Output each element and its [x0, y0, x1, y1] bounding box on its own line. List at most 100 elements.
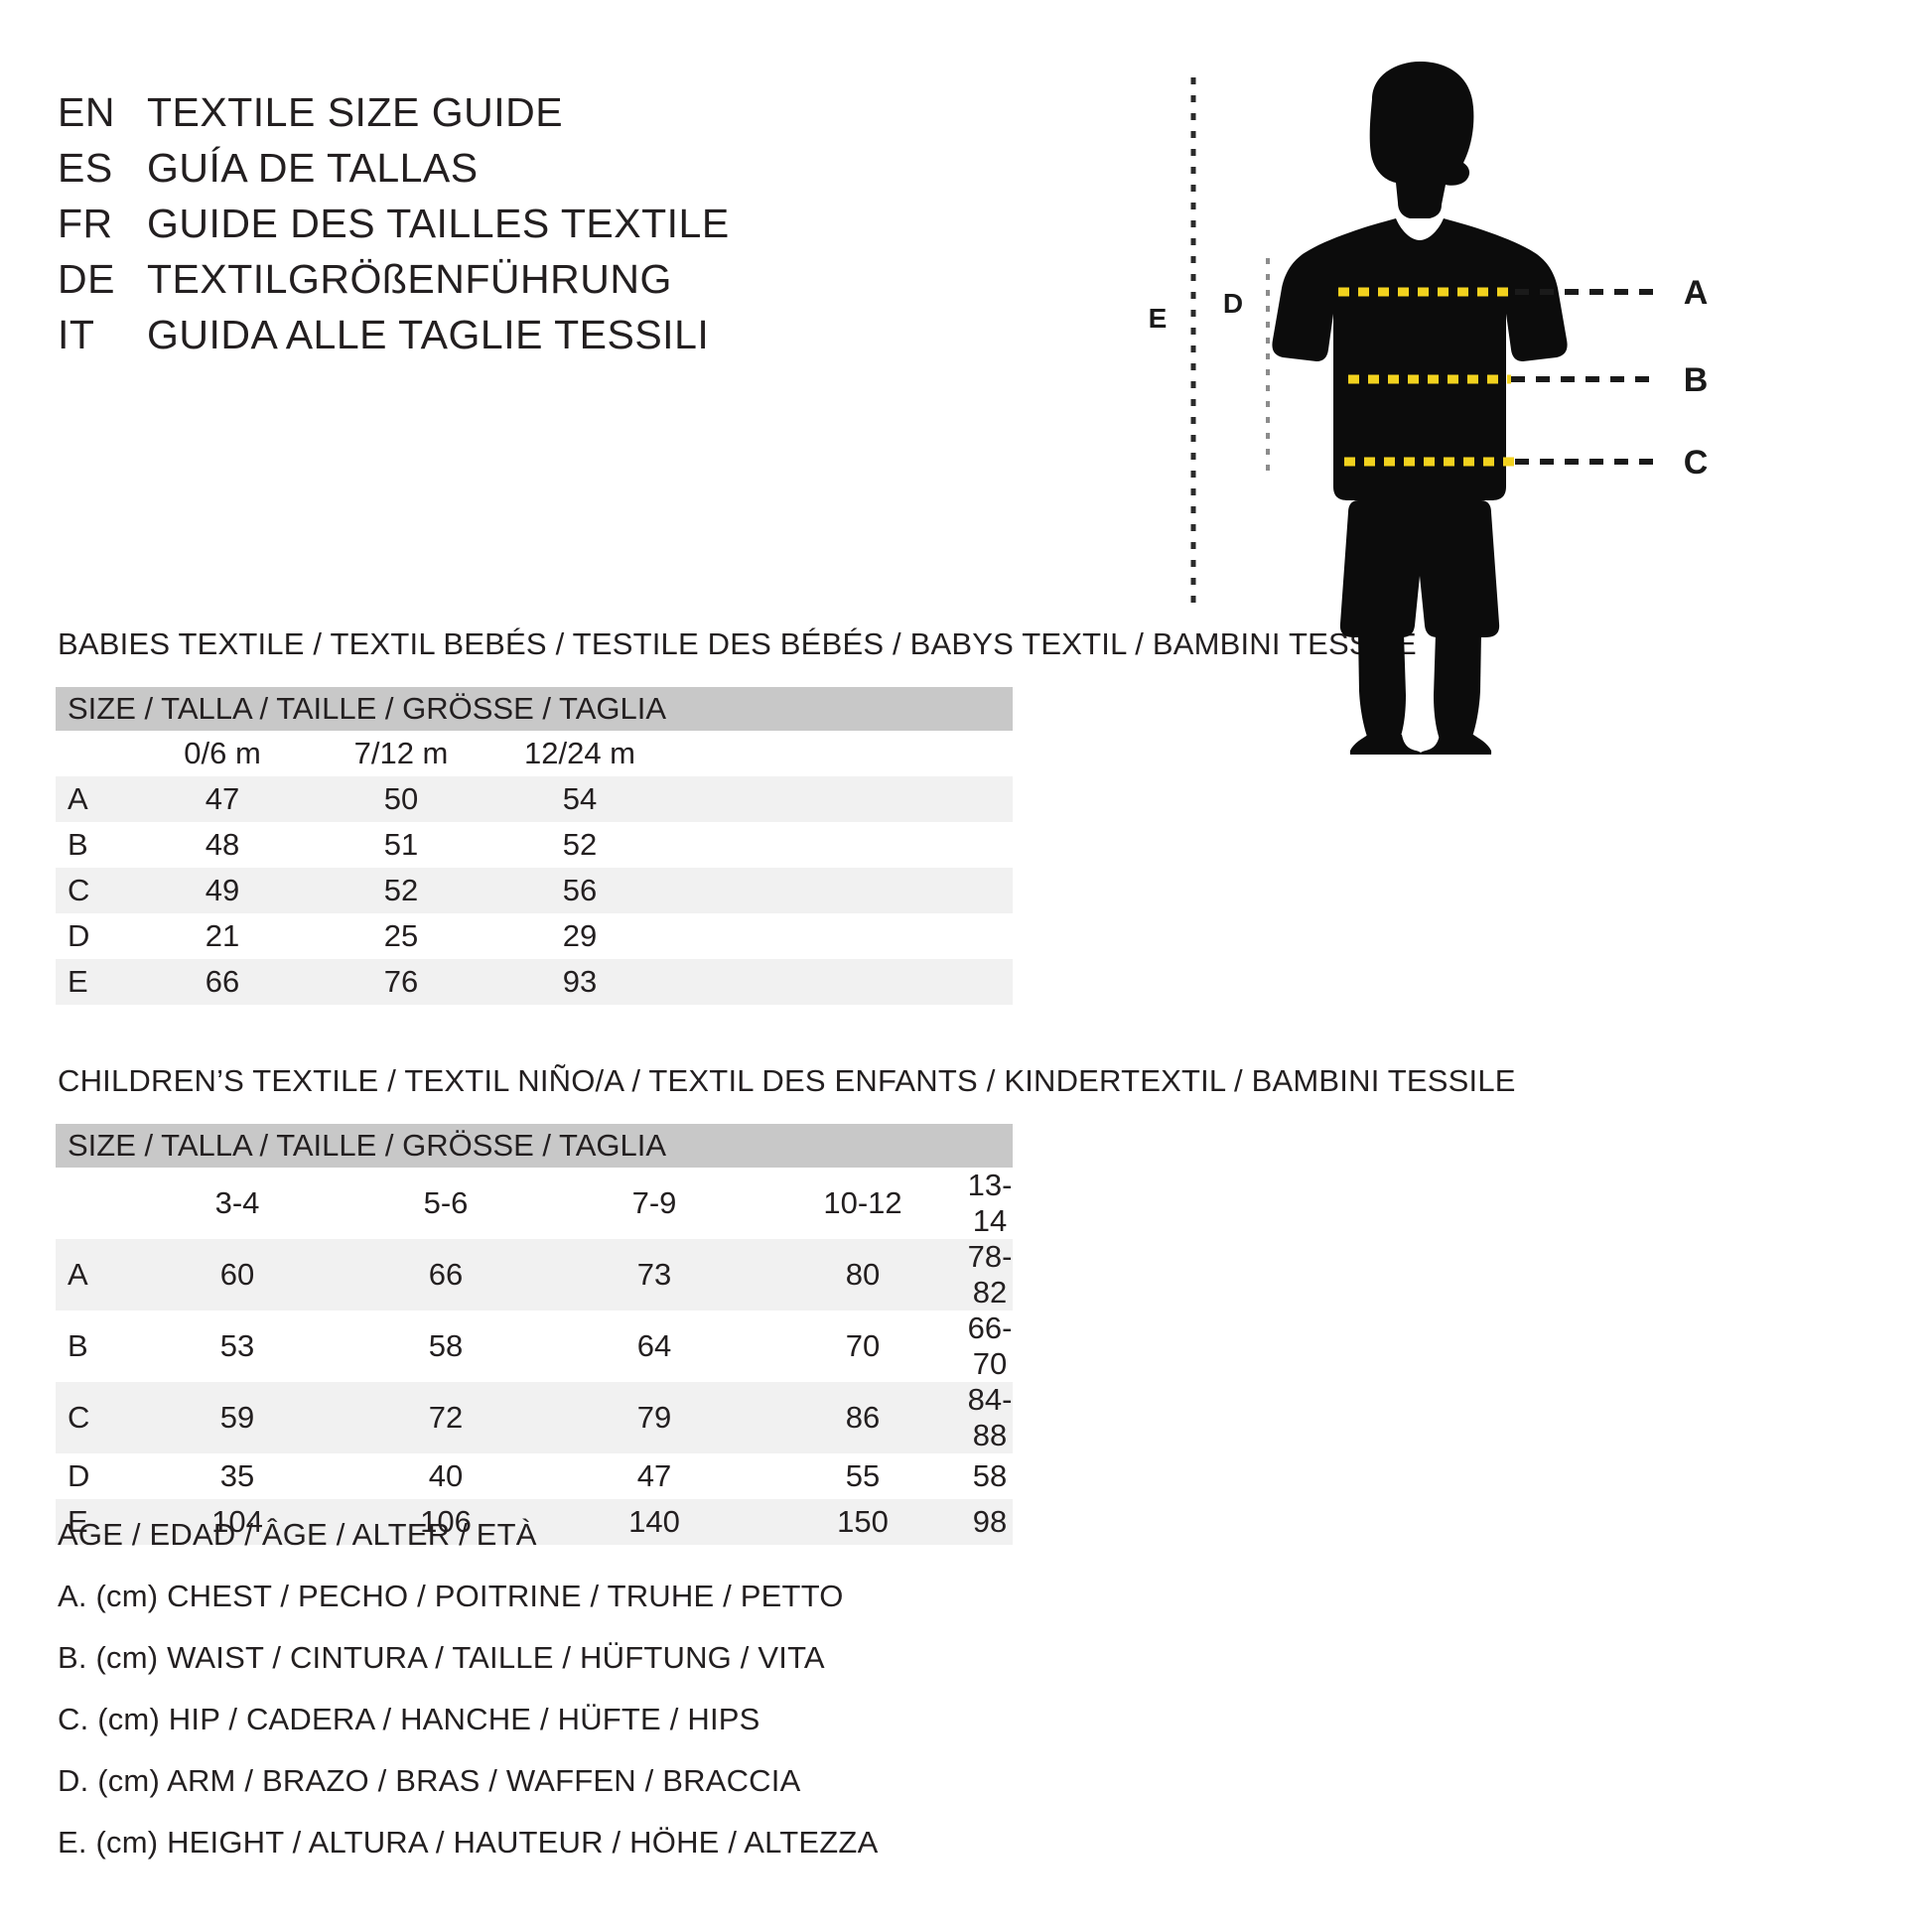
marker-label-d: D — [1223, 288, 1243, 319]
children-cell-d-2: 47 — [550, 1453, 759, 1499]
language-title-de: TEXTILGRÖßENFÜHRUNG — [147, 256, 672, 302]
babies-cell-e-spacer — [669, 959, 1013, 1005]
children-cell-c-1: 72 — [342, 1382, 550, 1453]
babies-cell-d-0: 21 — [133, 913, 312, 959]
legend-line-waist: B. (cm) WAIST / CINTURA / TAILLE / HÜFTU… — [58, 1640, 825, 1675]
child-silhouette-icon — [1272, 62, 1568, 755]
children-cell-d-3: 55 — [759, 1453, 967, 1499]
children-cell-b-1: 58 — [342, 1311, 550, 1382]
babies-row-label-e: E — [56, 959, 133, 1005]
babies-cell-a-1: 50 — [312, 776, 490, 822]
babies-cell-a-2: 54 — [490, 776, 669, 822]
children-cell-d-0: 35 — [133, 1453, 342, 1499]
legend-line-hip: C. (cm) HIP / CADERA / HANCHE / HÜFTE / … — [58, 1702, 760, 1736]
babies-row-label-d: D — [56, 913, 133, 959]
language-title-block: EN TEXTILE SIZE GUIDE ES GUÍA DE TALLAS … — [58, 89, 730, 367]
language-row-en: EN TEXTILE SIZE GUIDE — [58, 89, 730, 145]
babies-section-caption: BABIES TEXTILE / TEXTIL BEBÉS / TESTILE … — [58, 626, 1417, 661]
language-row-de: DE TEXTILGRÖßENFÜHRUNG — [58, 256, 730, 312]
children-column-header-row: 3-4 5-6 7-9 10-12 13-14 — [56, 1168, 1013, 1239]
children-cell-d-1: 40 — [342, 1453, 550, 1499]
children-cell-d-4: 58 — [967, 1453, 1013, 1499]
legend-line-age: AGE / EDAD / ÂGE / ALTER / ETÀ — [58, 1517, 537, 1552]
babies-row-label-c: C — [56, 868, 133, 913]
children-cell-a-0: 60 — [133, 1239, 342, 1311]
children-column-header-3: 10-12 — [759, 1168, 967, 1239]
babies-column-header-row: 0/6 m 7/12 m 12/24 m — [56, 731, 1013, 776]
language-row-it: IT GUIDA ALLE TAGLIE TESSILI — [58, 312, 730, 367]
table-row: A 60 66 73 80 78-82 — [56, 1239, 1013, 1311]
children-cell-e-3: 150 — [759, 1499, 967, 1545]
children-cell-c-2: 79 — [550, 1382, 759, 1453]
babies-column-header-2: 12/24 m — [490, 731, 669, 776]
legend-line-height: E. (cm) HEIGHT / ALTURA / HAUTEUR / HÖHE… — [58, 1825, 879, 1860]
table-row: C 59 72 79 86 84-88 — [56, 1382, 1013, 1453]
language-code-fr: FR — [58, 201, 113, 246]
language-row-fr: FR GUIDE DES TAILLES TEXTILE — [58, 201, 730, 256]
table-row: B 53 58 64 70 66-70 — [56, 1311, 1013, 1382]
children-column-header-1: 5-6 — [342, 1168, 550, 1239]
table-row: E 66 76 93 — [56, 959, 1013, 1005]
children-section-caption: CHILDREN’S TEXTILE / TEXTIL NIÑO/A / TEX… — [58, 1063, 1516, 1098]
babies-column-header-spacer — [669, 731, 1013, 776]
babies-row-label-b: B — [56, 822, 133, 868]
children-row-label-a: A — [56, 1239, 133, 1311]
babies-cell-a-spacer — [669, 776, 1013, 822]
children-column-header-0: 3-4 — [133, 1168, 342, 1239]
language-code-de: DE — [58, 256, 115, 302]
children-cell-c-0: 59 — [133, 1382, 342, 1453]
children-cell-c-4: 84-88 — [967, 1382, 1013, 1453]
babies-cell-d-spacer — [669, 913, 1013, 959]
babies-band-header-row: SIZE / TALLA / TAILLE / GRÖSSE / TAGLIA — [56, 687, 1013, 731]
babies-cell-b-spacer — [669, 822, 1013, 868]
children-band-header-row: SIZE / TALLA / TAILLE / GRÖSSE / TAGLIA — [56, 1124, 1013, 1168]
babies-cell-e-0: 66 — [133, 959, 312, 1005]
babies-band-label: SIZE / TALLA / TAILLE / GRÖSSE / TAGLIA — [56, 687, 1013, 731]
marker-label-a: A — [1684, 274, 1709, 312]
table-row: C 49 52 56 — [56, 868, 1013, 913]
babies-corner-cell — [56, 731, 133, 776]
babies-column-header-0: 0/6 m — [133, 731, 312, 776]
table-row: A 47 50 54 — [56, 776, 1013, 822]
children-cell-e-0: 104 — [133, 1499, 342, 1545]
babies-cell-a-0: 47 — [133, 776, 312, 822]
measurement-legend: AGE / EDAD / ÂGE / ALTER / ETÀ A. (cm) C… — [58, 1517, 878, 1886]
children-cell-b-0: 53 — [133, 1311, 342, 1382]
language-title-en: TEXTILE SIZE GUIDE — [147, 89, 564, 135]
marker-label-b: B — [1684, 361, 1709, 399]
children-cell-a-2: 73 — [550, 1239, 759, 1311]
babies-column-header-1: 7/12 m — [312, 731, 490, 776]
babies-cell-b-1: 51 — [312, 822, 490, 868]
children-cell-e-2: 140 — [550, 1499, 759, 1545]
marker-label-e: E — [1149, 303, 1168, 334]
marker-label-c: C — [1684, 444, 1709, 482]
children-cell-c-3: 86 — [759, 1382, 967, 1453]
children-cell-b-3: 70 — [759, 1311, 967, 1382]
table-row: D 21 25 29 — [56, 913, 1013, 959]
children-cell-a-1: 66 — [342, 1239, 550, 1311]
babies-cell-c-spacer — [669, 868, 1013, 913]
legend-line-chest: A. (cm) CHEST / PECHO / POITRINE / TRUHE… — [58, 1579, 844, 1613]
language-title-es: GUÍA DE TALLAS — [147, 145, 479, 191]
table-row: D 35 40 47 55 58 — [56, 1453, 1013, 1499]
children-row-label-e: E — [56, 1499, 133, 1545]
language-code-it: IT — [58, 312, 95, 357]
children-band-label: SIZE / TALLA / TAILLE / GRÖSSE / TAGLIA — [56, 1124, 1013, 1168]
children-row-label-b: B — [56, 1311, 133, 1382]
language-code-en: EN — [58, 89, 115, 135]
children-cell-b-2: 64 — [550, 1311, 759, 1382]
language-row-es: ES GUÍA DE TALLAS — [58, 145, 730, 201]
babies-cell-c-1: 52 — [312, 868, 490, 913]
language-title-fr: GUIDE DES TAILLES TEXTILE — [147, 201, 730, 246]
children-row-label-d: D — [56, 1453, 133, 1499]
babies-row-label-a: A — [56, 776, 133, 822]
babies-cell-e-2: 93 — [490, 959, 669, 1005]
children-cell-e-1: 106 — [342, 1499, 550, 1545]
babies-cell-c-0: 49 — [133, 868, 312, 913]
babies-cell-c-2: 56 — [490, 868, 669, 913]
legend-line-arm: D. (cm) ARM / BRAZO / BRAS / WAFFEN / BR… — [58, 1763, 801, 1798]
language-code-es: ES — [58, 145, 113, 191]
babies-size-table: SIZE / TALLA / TAILLE / GRÖSSE / TAGLIA … — [56, 687, 1013, 1005]
babies-cell-b-2: 52 — [490, 822, 669, 868]
